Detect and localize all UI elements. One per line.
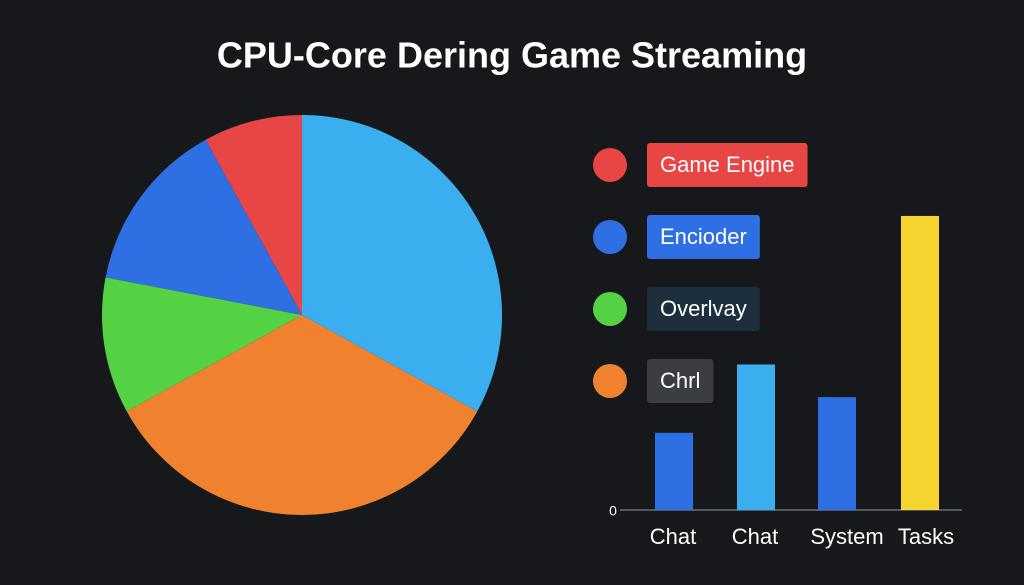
pie-slice	[302, 115, 502, 412]
x-tick-label: Chat	[650, 524, 696, 549]
pie-slice	[126, 315, 478, 515]
legend-label-box	[647, 287, 760, 331]
x-tick-label: System	[810, 524, 883, 549]
pie-slice	[105, 139, 303, 315]
chart-title: CPU-Core Dering Game Streaming	[217, 35, 807, 76]
bar	[655, 432, 693, 510]
bar	[901, 215, 939, 510]
legend-marker	[593, 148, 627, 182]
legend-marker	[593, 220, 627, 254]
legend-label: Chrl	[660, 368, 700, 393]
legend-label: Game Engine	[660, 152, 795, 177]
legend-label-box	[647, 359, 714, 403]
x-tick-label: Tasks	[898, 524, 954, 549]
x-tick-label: Chat	[732, 524, 778, 549]
legend-label-box	[647, 215, 760, 259]
bar	[737, 364, 775, 510]
legend-marker	[593, 364, 627, 398]
legend-label: Overlvay	[660, 296, 747, 321]
bar	[818, 397, 856, 510]
legend-label-box	[647, 143, 808, 187]
legend-label: Encioder	[660, 224, 747, 249]
pie-slice	[205, 115, 302, 315]
pie-slice	[101, 277, 302, 412]
y-tick-label: 0	[609, 503, 617, 519]
legend-marker	[593, 292, 627, 326]
